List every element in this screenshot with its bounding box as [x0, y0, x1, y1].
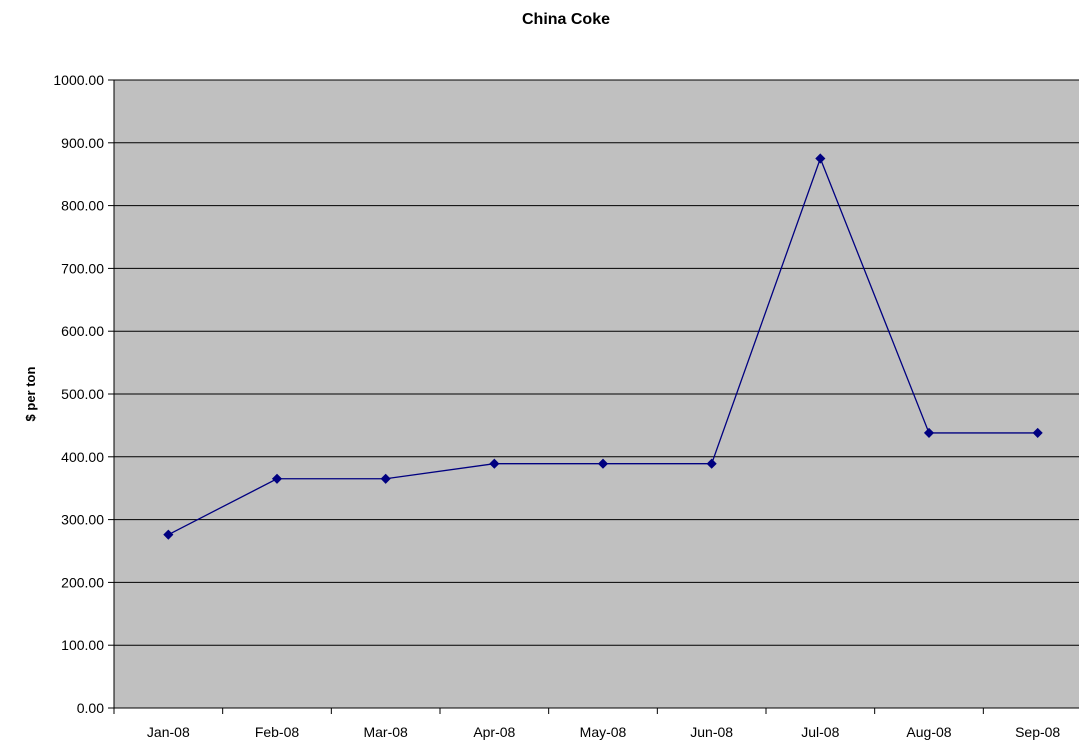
- data-point: [815, 153, 826, 164]
- x-tick-label: Jul-08: [801, 724, 839, 740]
- data-series: [163, 153, 1043, 540]
- data-point: [163, 529, 174, 540]
- y-tick-label: 500.00: [61, 386, 104, 402]
- y-tick-label: 600.00: [61, 323, 104, 339]
- x-tick-label: Feb-08: [255, 724, 300, 740]
- y-tick-label: 100.00: [61, 637, 104, 653]
- x-tick-label: Jan-08: [147, 724, 190, 740]
- y-tick-label: 400.00: [61, 449, 104, 465]
- y-axis-label: $ per ton: [23, 366, 38, 421]
- data-point: [380, 473, 391, 484]
- data-point: [271, 473, 283, 484]
- x-tick-label: Aug-08: [906, 724, 951, 740]
- y-tick-label: 200.00: [61, 574, 104, 590]
- x-tick-label: Mar-08: [363, 724, 408, 740]
- data-point: [706, 458, 717, 469]
- y-tick-labels: 0.00 100.00 200.00 300.00 400.00 500.00 600.00…: [53, 72, 104, 716]
- y-tick-label: 900.00: [61, 135, 104, 151]
- data-point: [1032, 427, 1043, 439]
- x-tick-label: Apr-08: [473, 724, 515, 740]
- x-tick-label: Jun-08: [690, 724, 733, 740]
- y-tick-label: 800.00: [61, 198, 104, 214]
- y-tick-label: 1000.00: [53, 72, 104, 88]
- x-tick-label: May-08: [580, 724, 627, 740]
- axes: [108, 79, 1079, 714]
- data-point: [489, 458, 500, 469]
- y-tick-label: 300.00: [61, 512, 104, 528]
- data-point: [923, 427, 935, 439]
- chart-title: China Coke: [522, 11, 610, 28]
- y-tick-label: 0.00: [77, 700, 104, 716]
- x-tick-labels: Jan-08 Feb-08 Mar-08 Apr-08 May-08 Jun-08 Jul-…: [147, 724, 1061, 740]
- gridlines: [114, 79, 1079, 646]
- data-point: [597, 458, 609, 469]
- x-tick-label: Sep-08: [1015, 724, 1060, 740]
- y-tick-label: 700.00: [61, 260, 104, 276]
